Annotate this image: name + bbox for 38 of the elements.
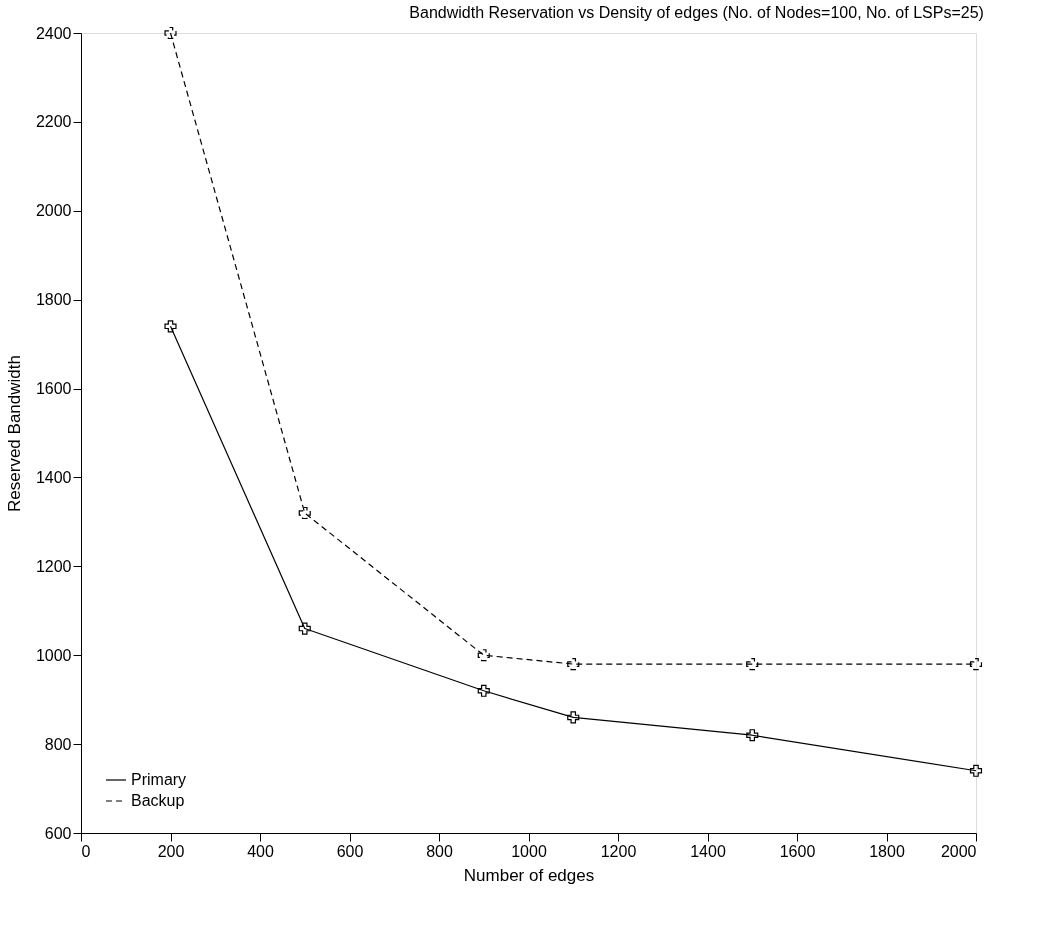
point [969, 658, 983, 671]
x-tick-label: 1200 [600, 842, 637, 860]
x-tick-label: 1800 [869, 842, 905, 860]
point [298, 506, 311, 520]
point [969, 764, 983, 777]
x-tick-label: 0 [81, 842, 91, 860]
point [567, 658, 580, 671]
x-tick-label: 1000 [511, 842, 547, 860]
y-tick-label: 1600 [35, 380, 72, 398]
point [164, 320, 177, 333]
point [477, 684, 490, 697]
y-tick-label: 1200 [35, 557, 72, 575]
point [298, 622, 311, 635]
y-tick-label: 1800 [35, 291, 72, 309]
point [746, 658, 759, 671]
x-tick-label: 2000 [940, 842, 977, 860]
y-tick-label: 2200 [35, 113, 72, 131]
point [477, 649, 490, 662]
chart-title: Bandwidth Reservation vs Density of edges (No. of Nodes=100, No. of LSPs=25) [409, 4, 984, 21]
x-tick-label: 400 [247, 842, 274, 860]
x-axis-title: Number of edges [463, 865, 595, 885]
x-tick-label: 1400 [690, 842, 726, 860]
point [746, 729, 759, 742]
y-tick-label: 1400 [35, 468, 72, 486]
legend-label: Backup [131, 792, 185, 809]
point [164, 26, 177, 40]
legend-label: Primary [131, 771, 187, 788]
y-tick-label: 800 [44, 735, 72, 753]
x-tick-label: 1600 [779, 842, 816, 860]
y-tick-label: 600 [44, 824, 72, 842]
y-tick-label: 2400 [35, 24, 72, 42]
y-tick-label: 2000 [35, 202, 72, 220]
x-tick-label: 600 [336, 842, 364, 860]
x-tick-label: 800 [426, 842, 453, 860]
x-tick-label: 200 [157, 842, 185, 860]
y-axis-title: Reserved Bandwidth [4, 355, 24, 512]
y-tick-label: 1000 [35, 646, 72, 664]
point [567, 711, 580, 724]
